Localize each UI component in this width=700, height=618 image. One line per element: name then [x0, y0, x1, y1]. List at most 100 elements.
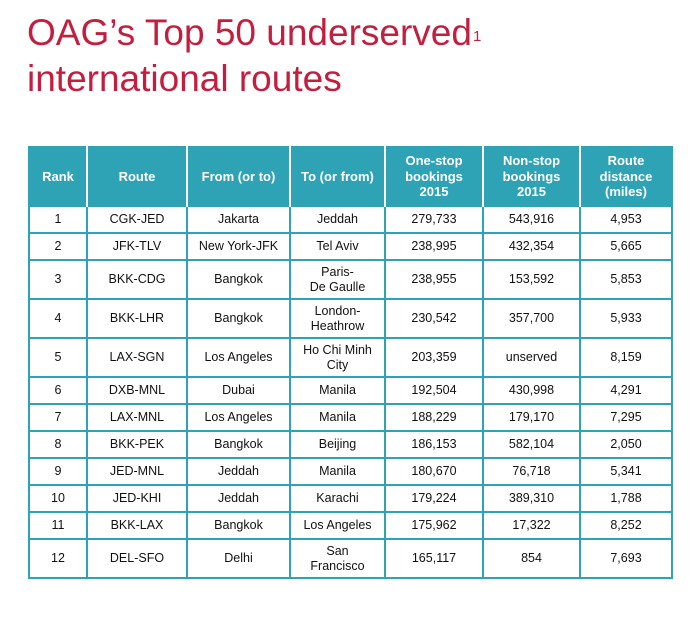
cell-route: BKK-CDG [86, 259, 188, 300]
cell-route: DXB-MNL [86, 376, 188, 405]
column-header-from: From (or to) [187, 147, 291, 206]
table-header-row: Rank Route From (or to) To (or from) One… [29, 147, 672, 206]
cell-route-distance: 7,295 [579, 403, 673, 432]
cell-from: Bangkok [186, 298, 291, 339]
cell-rank: 9 [28, 457, 88, 486]
cell-route: JFK-TLV [86, 232, 188, 261]
cell-non-stop-bookings: 432,354 [482, 232, 581, 261]
cell-one-stop-bookings: 230,542 [384, 298, 484, 339]
cell-route: JED-MNL [86, 457, 188, 486]
cell-route-distance: 4,953 [579, 205, 673, 234]
cell-one-stop-bookings: 180,670 [384, 457, 484, 486]
table-row: 11 BKK-LAX Bangkok Los Angeles 175,962 17,322… [28, 511, 673, 540]
cell-route-distance: 5,933 [579, 298, 673, 339]
cell-one-stop-bookings: 279,733 [384, 205, 484, 234]
cell-rank: 5 [28, 337, 88, 378]
table-row: 2 JFK-TLV New York-JFK Tel Aviv 238,995 432,3… [28, 232, 673, 261]
cell-route-distance: 8,252 [579, 511, 673, 540]
cell-from: Jakarta [186, 205, 291, 234]
table-row: 7 LAX-MNL Los Angeles Manila 188,229 179,170 7… [28, 403, 673, 432]
cell-route: BKK-LAX [86, 511, 188, 540]
footnote-mark: 1 [472, 28, 482, 45]
cell-route: JED-KHI [86, 484, 188, 513]
cell-non-stop-bookings: 854 [482, 538, 581, 579]
table-row: 1 CGK-JED Jakarta Jeddah 279,733 543,916 4,953 [28, 205, 673, 234]
table-body: 1 CGK-JED Jakarta Jeddah 279,733 543,916 4,953… [28, 205, 673, 579]
cell-rank: 7 [28, 403, 88, 432]
cell-one-stop-bookings: 186,153 [384, 430, 484, 459]
cell-to: Manila [289, 457, 386, 486]
cell-non-stop-bookings: 17,322 [482, 511, 581, 540]
cell-rank: 1 [28, 205, 88, 234]
column-header-route: Route [87, 147, 188, 206]
cell-to: Los Angeles [289, 511, 386, 540]
table-row: 9 JED-MNL Jeddah Manila 180,670 76,718 5,341 [28, 457, 673, 486]
table-row: 6 DXB-MNL Dubai Manila 192,504 430,998 4,291 [28, 376, 673, 405]
cell-from: Bangkok [186, 259, 291, 300]
cell-one-stop-bookings: 165,117 [384, 538, 484, 579]
cell-one-stop-bookings: 203,359 [384, 337, 484, 378]
cell-from: Delhi [186, 538, 291, 579]
cell-to: Jeddah [289, 205, 386, 234]
cell-route: BKK-PEK [86, 430, 188, 459]
cell-rank: 6 [28, 376, 88, 405]
cell-to: Paris- De Gaulle [289, 259, 386, 300]
cell-to: Manila [289, 376, 386, 405]
column-header-one-stop-bookings: One-stop bookings 2015 [385, 147, 484, 206]
column-header-rank: Rank [29, 147, 88, 206]
cell-route: DEL-SFO [86, 538, 188, 579]
cell-rank: 4 [28, 298, 88, 339]
page-title: OAG’s Top 50 underserved1 international r… [27, 10, 481, 102]
cell-route: CGK-JED [86, 205, 188, 234]
cell-to: San Francisco [289, 538, 386, 579]
cell-route-distance: 2,050 [579, 430, 673, 459]
cell-one-stop-bookings: 192,504 [384, 376, 484, 405]
cell-non-stop-bookings: 582,104 [482, 430, 581, 459]
cell-route-distance: 5,665 [579, 232, 673, 261]
cell-one-stop-bookings: 238,955 [384, 259, 484, 300]
cell-rank: 8 [28, 430, 88, 459]
title-line-2: international routes [27, 58, 342, 99]
cell-non-stop-bookings: 430,998 [482, 376, 581, 405]
cell-to: Beijing [289, 430, 386, 459]
cell-from: Los Angeles [186, 403, 291, 432]
cell-non-stop-bookings: 76,718 [482, 457, 581, 486]
cell-route-distance: 5,341 [579, 457, 673, 486]
column-header-non-stop-bookings: Non-stop bookings 2015 [483, 147, 581, 206]
cell-from: New York-JFK [186, 232, 291, 261]
cell-from: Jeddah [186, 457, 291, 486]
cell-to: Manila [289, 403, 386, 432]
cell-to: Ho Chi Minh City [289, 337, 386, 378]
cell-from: Los Angeles [186, 337, 291, 378]
cell-route-distance: 1,788 [579, 484, 673, 513]
cell-non-stop-bookings: unserved [482, 337, 581, 378]
title-line-1: OAG’s Top 50 underserved [27, 12, 472, 53]
table-row: 10 JED-KHI Jeddah Karachi 179,224 389,310 1,78… [28, 484, 673, 513]
cell-one-stop-bookings: 179,224 [384, 484, 484, 513]
cell-non-stop-bookings: 179,170 [482, 403, 581, 432]
table-row: 8 BKK-PEK Bangkok Beijing 186,153 582,104 2,05… [28, 430, 673, 459]
table-row: 5 LAX-SGN Los Angeles Ho Chi Minh City 203,3… [28, 337, 673, 378]
cell-route-distance: 7,693 [579, 538, 673, 579]
cell-from: Jeddah [186, 484, 291, 513]
cell-non-stop-bookings: 389,310 [482, 484, 581, 513]
cell-route-distance: 8,159 [579, 337, 673, 378]
cell-from: Bangkok [186, 430, 291, 459]
cell-rank: 10 [28, 484, 88, 513]
cell-to: Karachi [289, 484, 386, 513]
cell-rank: 12 [28, 538, 88, 579]
cell-rank: 3 [28, 259, 88, 300]
cell-route: LAX-SGN [86, 337, 188, 378]
cell-route: BKK-LHR [86, 298, 188, 339]
cell-from: Dubai [186, 376, 291, 405]
column-header-to: To (or from) [290, 147, 386, 206]
column-header-route-distance: Route distance (miles) [580, 147, 672, 206]
cell-non-stop-bookings: 153,592 [482, 259, 581, 300]
cell-route-distance: 4,291 [579, 376, 673, 405]
cell-rank: 2 [28, 232, 88, 261]
cell-non-stop-bookings: 357,700 [482, 298, 581, 339]
cell-one-stop-bookings: 188,229 [384, 403, 484, 432]
cell-one-stop-bookings: 175,962 [384, 511, 484, 540]
cell-to: London- Heathrow [289, 298, 386, 339]
table-row: 3 BKK-CDG Bangkok Paris- De Gaulle 238,955 15… [28, 259, 673, 300]
